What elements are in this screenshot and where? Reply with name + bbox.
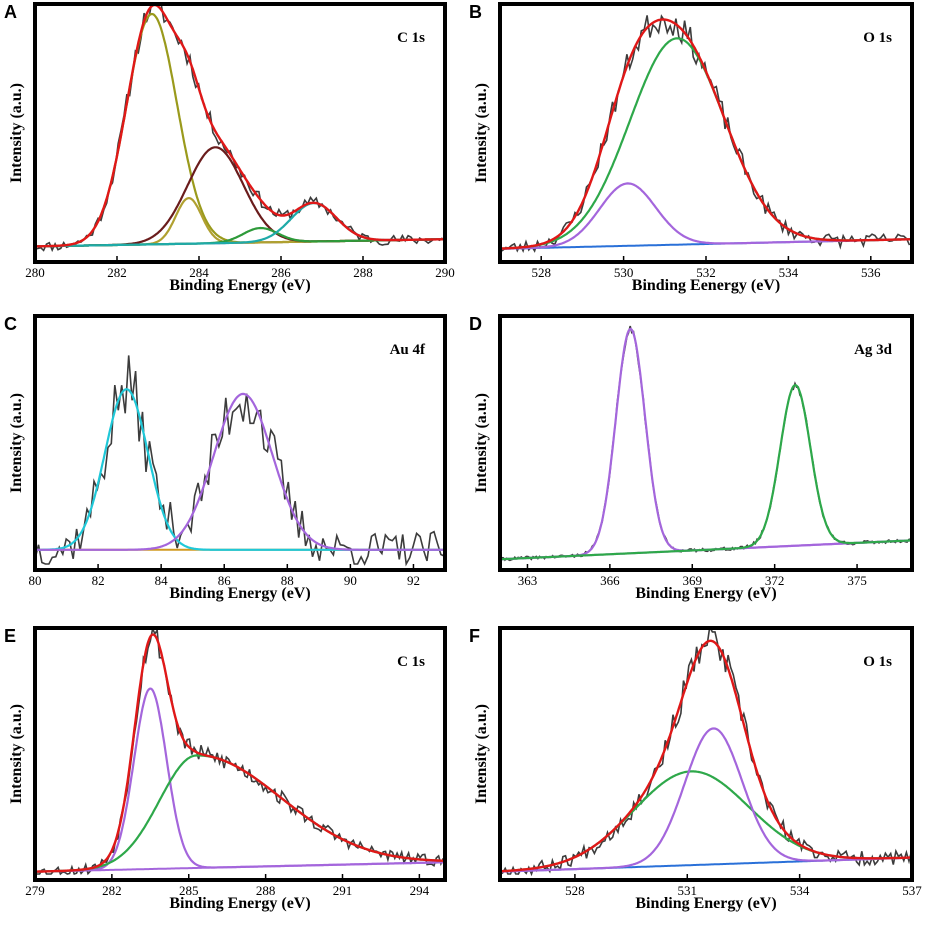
- x-axis-title: Binding Eenergy (eV): [632, 277, 780, 294]
- y-axis-title: Intensity (a.u.): [8, 83, 25, 183]
- panel-title: O 1s: [863, 30, 892, 46]
- panel-title: Ag 3d: [854, 342, 893, 358]
- raw-spectrum-line: [35, 355, 445, 567]
- x-tick-label: 282: [107, 265, 127, 280]
- fit-component-2: [500, 383, 912, 561]
- x-tick-label: 534: [790, 883, 810, 898]
- fit-component-3: [35, 146, 445, 248]
- fit-component-2: [35, 392, 445, 551]
- panel-title: Au 4f: [390, 342, 426, 358]
- plot-frame: [498, 314, 914, 572]
- x-tick-label: 363: [518, 573, 538, 588]
- fit-component-1: [500, 327, 912, 561]
- panel-letter: A: [4, 2, 17, 22]
- x-tick-label: 531: [678, 883, 698, 898]
- x-tick-label: 280: [25, 265, 45, 280]
- fit-envelope-line: [35, 633, 445, 873]
- panel-c: 80 82 84 86 88 90 92 Binding Energy (eV) Intensi…: [4, 314, 447, 602]
- x-tick-label: 291: [333, 883, 353, 898]
- plot-frame: [33, 314, 447, 572]
- raw-spectrum-line: [500, 14, 911, 253]
- x-tick-label: 82: [92, 573, 105, 588]
- y-axis-title: Intensity (a.u.): [473, 704, 490, 804]
- x-tick-label: 534: [779, 265, 799, 280]
- panel-letter: D: [469, 314, 482, 334]
- x-tick-label: 536: [861, 265, 881, 280]
- x-tick-label: 294: [410, 883, 430, 898]
- panel-a: 280 282 284 286 288 290 Binding Energy (eV) Int…: [4, 2, 455, 294]
- x-tick-label: 532: [696, 265, 716, 280]
- x-tick-label: 375: [847, 573, 867, 588]
- raw-spectrum-line: [500, 325, 912, 562]
- x-tick-label: 84: [155, 573, 169, 588]
- x-tick-label: 288: [353, 265, 373, 280]
- panel-letter: F: [469, 626, 480, 646]
- panel-title: O 1s: [863, 654, 892, 670]
- panel-letter: C: [4, 314, 17, 334]
- fit-component-2: [500, 727, 912, 873]
- x-tick-label: 279: [25, 883, 45, 898]
- x-axis-title: Binding Energy (eV): [169, 277, 310, 294]
- fit-component-1: [35, 687, 445, 873]
- plot-area: [500, 628, 912, 877]
- fit-component-1: [500, 770, 912, 873]
- panel-b: 528 530 532 534 536 Binding Eenergy (eV) Inten…: [469, 2, 914, 294]
- panel-e: 279 282 285 288 291 294 Binding Energy (eV) Int…: [4, 626, 447, 912]
- x-axis-title: Binding Energy (eV): [169, 585, 310, 602]
- plot-frame: [498, 626, 914, 882]
- x-tick-label: 290: [435, 265, 455, 280]
- plot-area: [35, 628, 445, 876]
- x-tick-label: 528: [565, 883, 585, 898]
- x-tick-label: 88: [281, 573, 294, 588]
- x-tick-label: 528: [531, 265, 551, 280]
- raw-spectrum-line: [35, 628, 444, 876]
- panel-d: 363 366 369 372 375 Binding Energy (eV) Intens…: [469, 314, 914, 602]
- x-axis-title: Binding Energy (eV): [635, 895, 776, 912]
- x-tick-label: 372: [765, 573, 785, 588]
- plot-frame: [498, 2, 914, 264]
- fit-component-1: [35, 12, 445, 248]
- panel-f: 528 531 534 537 Binding Energy (eV) Intensity…: [469, 626, 922, 912]
- plot-frame: [33, 626, 447, 882]
- x-tick-label: 285: [179, 883, 199, 898]
- x-tick-label: 286: [271, 265, 291, 280]
- y-axis-title: Intensity (a.u.): [473, 83, 490, 183]
- x-axis-title: Binding Energy (eV): [169, 895, 310, 912]
- raw-spectrum-line: [35, 4, 444, 253]
- x-axis-title: Binding Energy (eV): [635, 585, 776, 602]
- x-tick-label: 80: [29, 573, 42, 588]
- y-axis-title: Intensity (a.u.): [8, 393, 25, 493]
- x-tick-label: 530: [614, 265, 634, 280]
- plot-frame: [33, 2, 447, 264]
- x-tick-label: 86: [218, 573, 232, 588]
- panel-letter: E: [4, 626, 16, 646]
- panel-title: C 1s: [397, 654, 425, 670]
- plot-area: [500, 14, 912, 253]
- y-axis-title: Intensity (a.u.): [8, 704, 25, 804]
- plot-area: [35, 4, 445, 253]
- x-tick-label: 366: [600, 573, 620, 588]
- x-tick-label: 537: [902, 883, 922, 898]
- plot-area: [500, 325, 912, 562]
- panel-letter: B: [469, 2, 482, 22]
- fit-envelope-line: [500, 639, 912, 873]
- x-tick-label: 92: [407, 573, 420, 588]
- panel-title: C 1s: [397, 30, 425, 46]
- plot-area: [35, 355, 445, 567]
- x-tick-label: 90: [344, 573, 357, 588]
- raw-spectrum-line: [500, 628, 912, 877]
- x-tick-label: 282: [102, 883, 122, 898]
- fit-envelope-line: [35, 4, 445, 248]
- fit-envelope-line: [500, 18, 912, 250]
- x-tick-label: 288: [256, 883, 276, 898]
- x-tick-label: 369: [683, 573, 703, 588]
- y-axis-title: Intensity (a.u.): [473, 393, 490, 493]
- fit-component-1: [35, 388, 445, 551]
- x-tick-label: 284: [189, 265, 209, 280]
